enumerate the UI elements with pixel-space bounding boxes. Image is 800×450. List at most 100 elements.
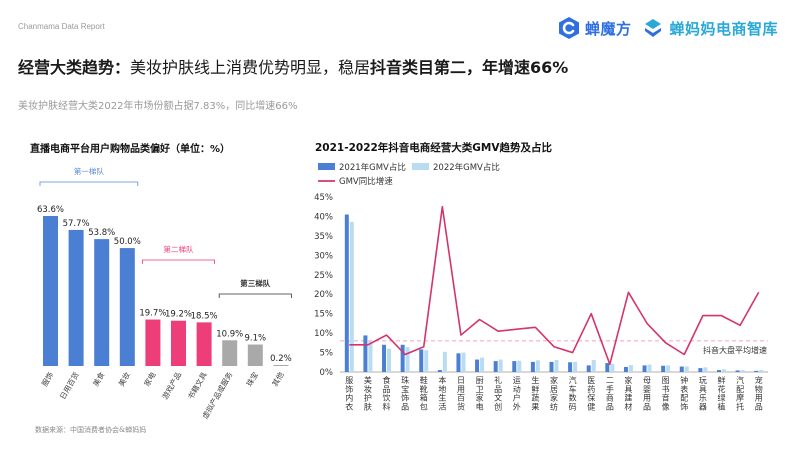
gmv-category-label-char: 品 <box>755 402 763 411</box>
gmv-category-label-char: 活 <box>438 401 446 411</box>
gmv-category-label-char: 数 <box>569 393 577 403</box>
gmv-category-label-char: 绿 <box>717 394 725 403</box>
gmv-2022-bar <box>554 359 559 372</box>
preference-value-label: 57.7% <box>63 219 90 229</box>
tier-bracket <box>39 181 139 186</box>
gmv-category-label-char: 服 <box>345 376 353 385</box>
chart1-title: 直播电商平台用户购物品类偏好（单位：%） <box>30 144 231 155</box>
gmv-category-label-char: 配 <box>680 394 688 403</box>
preference-value-label: 63.6% <box>37 205 64 215</box>
headline-body: 美妆护肤线上消费优势明显，稳居 <box>130 58 371 77</box>
chanmama-zhiku-logo: 蝉妈妈电商智库 <box>641 16 778 40</box>
gmv-category-label-char: 食 <box>383 375 391 385</box>
legend-label-growth: GMV同比增速 <box>339 176 393 187</box>
gmv-2022-bar <box>424 350 429 372</box>
preference-value-label: 9.1% <box>244 334 266 344</box>
gmv-2021-bar <box>698 368 703 372</box>
gmv-category-label-char: 家 <box>550 393 558 403</box>
gmv-category-label-char: 饰 <box>401 393 409 403</box>
gmv-category-label-char: 品 <box>383 385 391 394</box>
preference-bar <box>145 319 161 366</box>
gmv-2022-bar <box>461 352 466 372</box>
gmv-category-label-char: 货 <box>457 401 465 411</box>
gmv-2021-bar <box>456 353 461 372</box>
gmv-category-label-char: 具 <box>699 385 707 394</box>
gmv-category-label-char: 生 <box>438 393 446 403</box>
gmv-2021-bar <box>568 362 573 372</box>
gmv-category-label-char: 美 <box>364 375 372 385</box>
gmv-2021-bar <box>623 366 628 372</box>
gmv-category-label-char: 运 <box>513 376 521 385</box>
gmv-2021-bar <box>437 370 442 372</box>
gmv-2022-bar <box>721 369 726 372</box>
preference-value-label: 10.9% <box>216 329 243 339</box>
gmv-2022-bar <box>368 341 373 372</box>
y-tick-label: 25% <box>314 271 333 281</box>
gmv-category-label-char: 肤 <box>364 401 372 411</box>
source-brand: Chanmama Data Report <box>18 22 105 31</box>
gmv-category-label-char: 文 <box>494 393 502 403</box>
gmv-category-label-char: 商 <box>606 393 614 403</box>
gmv-2022-bar <box>647 364 652 372</box>
chart2-title: 2021-2022年抖音电商经营大类GMV趋势及占比 <box>315 142 552 154</box>
gmv-category-label-char: 创 <box>494 401 502 411</box>
gmv-2021-bar <box>475 359 480 372</box>
preference-bar <box>94 239 110 366</box>
gmv-category-label-char: 宠 <box>755 375 763 385</box>
gmv-2021-bar <box>512 361 517 372</box>
avg-growth-reference-label: 抖音大盘平均增速 <box>703 345 767 355</box>
gmv-category-label-char: 电 <box>476 401 484 411</box>
tier-bracket <box>142 259 215 264</box>
y-tick-label: 15% <box>314 310 333 320</box>
gmv-category-label-char: 珠 <box>401 375 409 385</box>
gmv-category-label-char: 配 <box>736 385 744 394</box>
gmv-category-label-char: 家 <box>624 375 632 385</box>
gmv-category-label-char: 具 <box>624 385 632 394</box>
gmv-category-label-char: 药 <box>587 384 595 394</box>
y-tick-label: 30% <box>314 251 333 261</box>
y-tick-label: 40% <box>314 212 333 222</box>
gmv-category-label-char: 器 <box>699 402 707 411</box>
gmv-category-label-char: 码 <box>569 402 577 411</box>
gmv-category-label-char: 母 <box>643 376 651 385</box>
chanmofang-wordmark: 蝉魔方 <box>584 19 632 38</box>
gmv-category-label-char: 内 <box>345 393 353 403</box>
gmv-category-label-char: 护 <box>364 393 372 403</box>
preference-bar <box>273 365 289 366</box>
preference-bar <box>119 248 135 366</box>
gmv-category-label-char: 保 <box>587 393 595 403</box>
gmv-category-label-char: 纺 <box>550 401 558 411</box>
gmv-category-label-char: 居 <box>550 385 558 394</box>
data-source-note: 数据来源：中国消费者协会&蝉妈妈 <box>35 426 147 434</box>
headline-emphasis: 抖音类目第二，年增速66% <box>370 58 569 77</box>
legend-label-2021: 2021年GMV占比 <box>339 162 406 173</box>
gmv-category-label-char: 百 <box>457 394 465 403</box>
gmv-category-label-char: 材 <box>624 401 632 411</box>
gmv-2022-bar <box>628 365 633 372</box>
gmv-category-label-char: 生 <box>531 375 539 385</box>
tier-label: 第一梯队 <box>74 166 104 176</box>
gmv-category-label-char: 蔬 <box>531 393 539 403</box>
gmv-2021-bar <box>530 361 535 372</box>
preference-value-label: 0.2% <box>270 354 292 364</box>
chanmama-icon <box>645 19 662 37</box>
gmv-2021-bar <box>661 365 666 372</box>
gmv-category-label-char: 箱 <box>420 393 428 403</box>
y-tick-label: 10% <box>314 329 333 339</box>
brand-logos: 蝉魔方 蝉妈妈电商智库 <box>557 14 778 42</box>
gmv-2021-bar <box>400 344 405 372</box>
